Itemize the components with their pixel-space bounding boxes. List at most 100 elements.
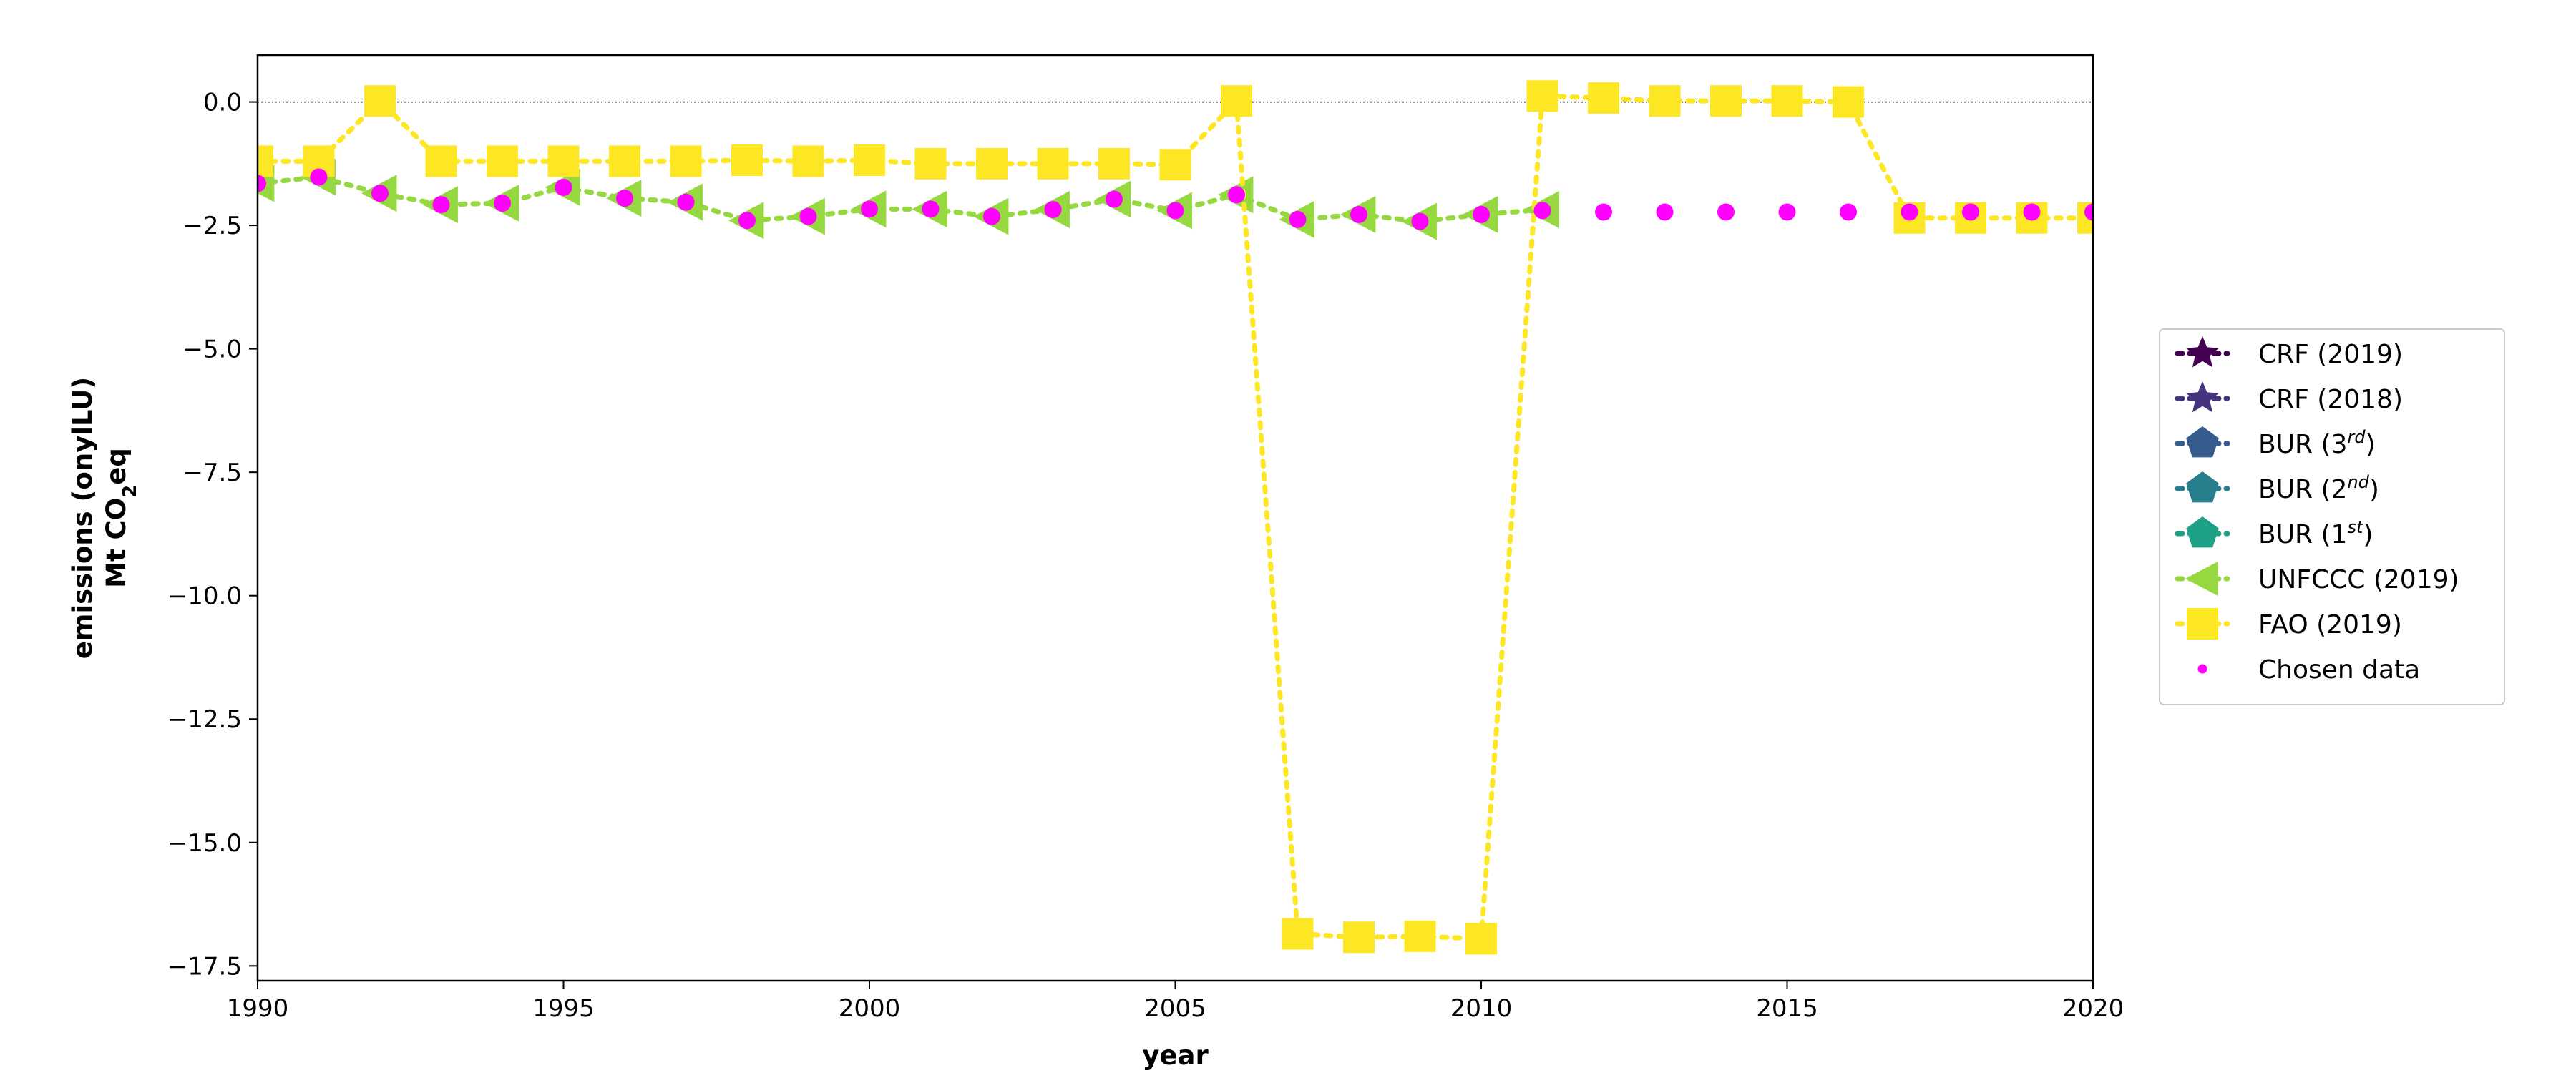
data-point	[914, 147, 947, 180]
data-point	[1465, 923, 1497, 955]
data-point	[2084, 203, 2093, 221]
legend-entry: BUR (2nd)	[2175, 471, 2379, 504]
series-chosen-data	[258, 168, 2093, 230]
legend-label: UNFCCC (2019)	[2258, 565, 2459, 594]
data-point	[1595, 203, 1612, 221]
series-fao-2019-	[258, 80, 2093, 955]
legend-marker	[2186, 336, 2219, 368]
y-tick-label: 0.0	[203, 89, 242, 117]
legend-entry: CRF (2019)	[2175, 336, 2403, 369]
data-point	[1106, 190, 1123, 208]
data-point	[310, 168, 328, 186]
legend-label: FAO (2019)	[2258, 610, 2402, 640]
x-tick-label: 2010	[1450, 994, 1513, 1023]
data-point	[1962, 203, 1979, 221]
data-point	[861, 200, 878, 218]
plot-area	[258, 80, 2093, 955]
data-point	[677, 193, 695, 211]
y-unit-part: eq	[101, 448, 132, 485]
data-point	[731, 144, 763, 176]
x-tick-label: 2000	[839, 994, 901, 1023]
data-point	[1771, 85, 1803, 117]
data-point	[371, 185, 389, 202]
data-point	[976, 147, 1008, 180]
data-point	[494, 195, 511, 212]
data-point	[922, 200, 940, 218]
legend-label: CRF (2019)	[2258, 340, 2403, 369]
legend-marker	[2185, 562, 2218, 596]
y-unit-subscript: 2	[119, 485, 141, 498]
data-point	[1289, 210, 1307, 228]
legend: CRF (2019) CRF (2018) BUR (3rd) BUR (2nd) BU…	[2159, 328, 2505, 705]
data-point	[1044, 201, 1062, 219]
legend-marker	[2197, 664, 2207, 674]
data-point	[1473, 205, 1490, 223]
data-point	[1159, 149, 1191, 181]
legend-label: BUR (1st)	[2258, 517, 2373, 549]
data-point	[1282, 918, 1314, 950]
data-point	[1901, 203, 1918, 221]
data-point	[1228, 186, 1245, 204]
data-point	[1840, 203, 1857, 221]
data-point	[1037, 147, 1069, 180]
plot-frame	[256, 54, 2094, 982]
data-point	[1778, 203, 1796, 221]
data-point	[432, 196, 450, 214]
legend-marker	[2186, 516, 2219, 548]
data-point	[487, 145, 518, 177]
data-point	[1533, 202, 1551, 220]
y-unit-part: Mt CO	[101, 498, 132, 588]
y-tick-label: −15.0	[167, 829, 242, 858]
data-point	[1656, 203, 1674, 221]
axes: 1990 1995 2000 2005 2010 2015 2020 0.0 −2.5 −5.0 −…	[67, 54, 2124, 1071]
y-tick-label: −17.5	[167, 952, 242, 981]
data-point	[1717, 203, 1735, 221]
data-point	[555, 178, 572, 196]
data-point	[1343, 921, 1375, 954]
x-axis-title: year	[1142, 1040, 1209, 1071]
legend-label: Chosen data	[2258, 655, 2420, 685]
y-tick-label: −7.5	[182, 459, 242, 487]
x-tick-label: 2005	[1144, 994, 1206, 1023]
y-tick-label: −10.0	[167, 582, 242, 611]
data-point	[425, 145, 457, 177]
data-point	[616, 190, 633, 207]
data-point	[1411, 212, 1429, 230]
legend-marker	[2186, 426, 2219, 458]
series-line	[258, 93, 2093, 941]
legend-entry: Chosen data	[2197, 655, 2420, 685]
legend-box	[2159, 328, 2505, 705]
legend-marker	[2186, 381, 2219, 413]
series-line	[258, 174, 1545, 225]
legend-entry: FAO (2019)	[2175, 608, 2402, 640]
x-tick-label: 1990	[227, 994, 289, 1023]
legend-entry: BUR (1st)	[2175, 516, 2373, 549]
data-point	[1166, 202, 1184, 220]
legend-label: CRF (2018)	[2258, 385, 2403, 414]
data-point	[1404, 920, 1436, 952]
legend-entry: BUR (3rd)	[2175, 426, 2376, 459]
data-point	[1221, 85, 1252, 117]
y-tick-label: −12.5	[167, 705, 242, 734]
data-point	[1833, 86, 1864, 118]
data-point	[1350, 205, 1367, 223]
data-point	[1098, 147, 1130, 180]
legend-label: BUR (3rd)	[2258, 427, 2376, 459]
data-point	[738, 212, 756, 230]
data-point	[547, 145, 580, 177]
x-tick-label: 1995	[532, 994, 595, 1023]
data-point	[609, 145, 640, 177]
y-axis-title: emissions (onylLU)	[67, 377, 98, 659]
data-point	[1588, 82, 1619, 114]
y-axis-unit: Mt CO2eq	[101, 448, 141, 588]
legend-marker	[2187, 608, 2218, 640]
data-point	[854, 144, 885, 176]
legend-label: BUR (2nd)	[2258, 472, 2379, 504]
data-point	[792, 145, 824, 177]
plot-inner	[258, 80, 2093, 955]
data-point	[258, 145, 273, 177]
legend-entry: CRF (2018)	[2175, 381, 2403, 414]
data-point	[799, 207, 817, 225]
data-point	[983, 207, 1000, 225]
